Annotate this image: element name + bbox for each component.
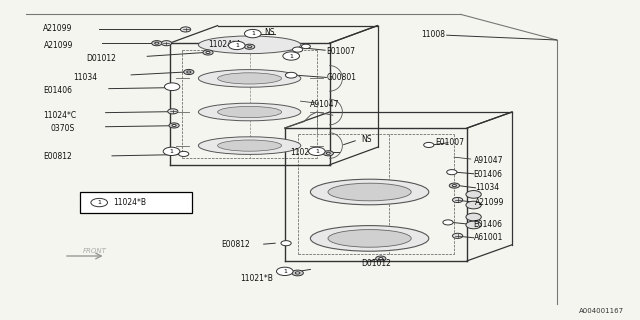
Circle shape (161, 41, 172, 46)
Circle shape (452, 233, 463, 238)
Text: 1: 1 (97, 200, 101, 205)
Text: A91047: A91047 (310, 100, 340, 108)
Circle shape (466, 221, 481, 229)
Text: 1: 1 (289, 53, 293, 59)
Circle shape (169, 123, 179, 128)
Circle shape (281, 241, 291, 246)
Ellipse shape (218, 140, 282, 151)
Circle shape (466, 191, 481, 198)
Circle shape (301, 44, 310, 49)
Circle shape (379, 258, 383, 260)
Ellipse shape (310, 226, 429, 251)
Circle shape (248, 46, 252, 48)
Text: 1: 1 (235, 43, 239, 48)
Text: NS: NS (361, 135, 371, 144)
Text: 11024*C: 11024*C (44, 111, 77, 120)
Text: G00801: G00801 (326, 73, 356, 82)
Circle shape (184, 69, 194, 75)
Text: 11034: 11034 (476, 183, 500, 192)
Text: 1: 1 (283, 269, 287, 274)
Circle shape (452, 197, 463, 203)
Circle shape (168, 109, 178, 114)
Text: E01406: E01406 (474, 170, 502, 179)
Circle shape (244, 44, 255, 49)
Circle shape (326, 152, 330, 154)
Ellipse shape (198, 137, 301, 155)
Circle shape (452, 185, 456, 187)
Circle shape (292, 270, 303, 276)
Text: 11024*B: 11024*B (113, 198, 147, 207)
Circle shape (172, 124, 176, 126)
Text: E00812: E00812 (221, 240, 250, 249)
Text: 1: 1 (315, 149, 319, 154)
Text: FRONT: FRONT (83, 248, 107, 254)
Circle shape (163, 147, 180, 156)
Ellipse shape (218, 73, 282, 84)
Circle shape (443, 220, 453, 225)
Text: A21099: A21099 (44, 41, 73, 50)
Circle shape (466, 201, 481, 209)
Circle shape (203, 50, 213, 55)
Text: A91047: A91047 (474, 156, 504, 164)
Text: E01007: E01007 (326, 47, 355, 56)
Circle shape (180, 27, 191, 32)
Text: E01007: E01007 (435, 138, 464, 147)
Ellipse shape (310, 179, 429, 205)
Circle shape (187, 71, 191, 73)
Ellipse shape (198, 70, 301, 87)
Text: NS: NS (264, 28, 275, 37)
Circle shape (164, 83, 180, 91)
Text: 11034: 11034 (74, 73, 98, 82)
Circle shape (228, 41, 245, 50)
Text: A21099: A21099 (43, 24, 72, 33)
Text: 0370S: 0370S (51, 124, 75, 133)
Text: D01012: D01012 (361, 259, 391, 268)
Circle shape (308, 147, 325, 156)
FancyBboxPatch shape (80, 192, 192, 213)
Ellipse shape (328, 230, 412, 247)
Circle shape (323, 151, 333, 156)
Circle shape (466, 213, 481, 221)
Circle shape (424, 142, 434, 148)
Circle shape (292, 47, 303, 52)
Ellipse shape (198, 103, 301, 121)
Circle shape (447, 170, 457, 175)
Text: E00812: E00812 (44, 152, 72, 161)
Circle shape (244, 29, 261, 38)
Text: 11024*A: 11024*A (208, 40, 241, 49)
Circle shape (152, 41, 162, 46)
Circle shape (155, 42, 159, 44)
Text: A21099: A21099 (475, 198, 504, 207)
Text: D01012: D01012 (86, 54, 116, 63)
Text: A61001: A61001 (474, 233, 503, 242)
Circle shape (206, 52, 210, 53)
Circle shape (283, 52, 300, 60)
Circle shape (285, 72, 297, 78)
Circle shape (179, 151, 189, 156)
Circle shape (276, 267, 293, 276)
Ellipse shape (218, 107, 282, 118)
Text: 1: 1 (170, 149, 173, 154)
Ellipse shape (198, 36, 301, 54)
Circle shape (91, 198, 108, 207)
Circle shape (295, 272, 300, 274)
Text: 11024*A: 11024*A (290, 148, 323, 157)
Text: A004001167: A004001167 (579, 308, 624, 314)
Text: 11008: 11008 (421, 30, 445, 39)
Ellipse shape (328, 183, 412, 201)
Circle shape (376, 256, 386, 261)
Text: 1: 1 (251, 31, 255, 36)
Text: 11021*B: 11021*B (241, 274, 273, 283)
Circle shape (449, 183, 460, 188)
Text: E01406: E01406 (44, 86, 72, 95)
Text: E01406: E01406 (474, 220, 502, 229)
